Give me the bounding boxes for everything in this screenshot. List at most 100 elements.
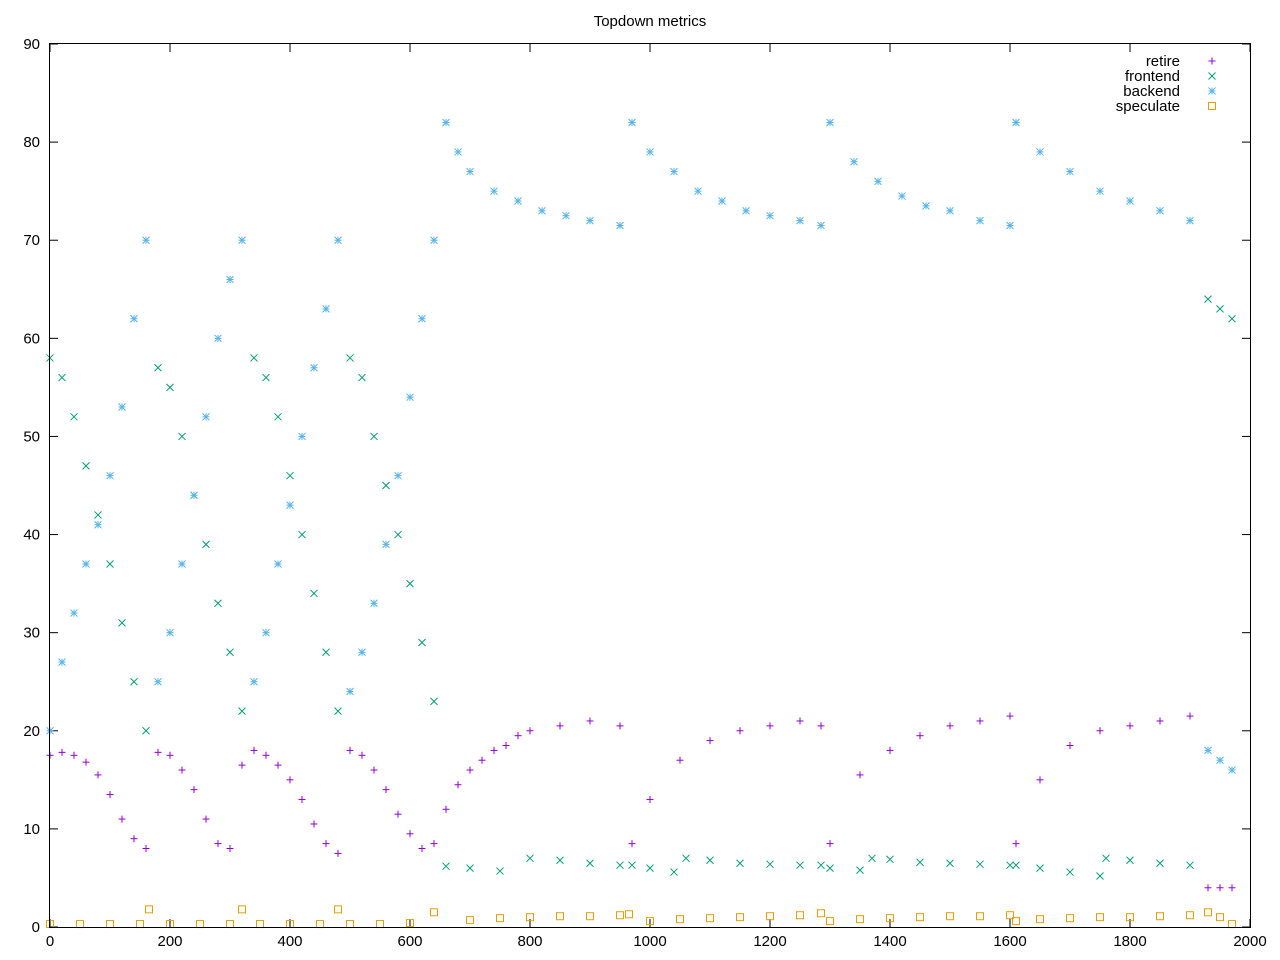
frontend-point (628, 861, 636, 870)
backend-point (58, 658, 66, 666)
backend-point (766, 211, 774, 220)
retire-point (70, 751, 78, 759)
frontend-point (1066, 868, 1074, 876)
frontend-point (166, 383, 174, 392)
backend-point (742, 206, 750, 215)
backend-point (274, 560, 282, 568)
backend-point (616, 221, 624, 230)
speculate-point (496, 914, 504, 923)
frontend-point (766, 860, 774, 869)
frontend-point (142, 726, 150, 735)
frontend-point (826, 864, 834, 872)
frontend-point (418, 638, 426, 647)
legend-label-frontend: frontend (1125, 68, 1180, 85)
speculate-point (856, 915, 864, 924)
frontend-point (82, 462, 90, 470)
frontend-point (496, 867, 504, 875)
x-tick-label: 800 (517, 933, 542, 950)
y-tick-label: 80 (23, 134, 40, 151)
backend-point (817, 221, 825, 230)
speculate-point (1012, 917, 1020, 926)
frontend-point (370, 432, 378, 441)
retire-point (1012, 840, 1020, 848)
backend-point (538, 206, 546, 215)
speculate-point (556, 912, 564, 921)
speculate-point (406, 919, 414, 928)
speculate-point (676, 915, 684, 924)
backend-point (118, 403, 126, 411)
backend-point (562, 211, 570, 220)
backend-point (190, 491, 198, 500)
backend-point (382, 540, 390, 549)
y-tick-label: 90 (23, 36, 40, 53)
backend-point (130, 314, 138, 323)
retire-point (1186, 712, 1194, 720)
backend-point (178, 560, 186, 568)
retire-point (358, 751, 366, 759)
frontend-point (976, 860, 984, 869)
retire-point (766, 722, 774, 730)
retire-point (322, 840, 330, 848)
retire-point (586, 717, 594, 725)
retire-point (142, 845, 150, 853)
backend-point (946, 206, 954, 215)
y-tick-label: 0 (32, 919, 40, 936)
speculate-point (1036, 915, 1044, 924)
backend-point (1012, 118, 1020, 127)
backend-point (1156, 206, 1164, 215)
speculate-point (976, 912, 984, 921)
retire-point (310, 820, 318, 828)
series-retire (46, 712, 1236, 892)
backend-point (358, 648, 366, 657)
speculate-point (916, 913, 924, 922)
speculate-point (526, 913, 534, 922)
backend-point (1228, 766, 1236, 774)
frontend-point (868, 854, 876, 863)
retire-point (886, 746, 894, 754)
speculate-point (625, 910, 633, 919)
frontend-point (466, 864, 474, 872)
legend-label-backend: backend (1123, 83, 1180, 100)
legend-marker-speculate (1208, 102, 1216, 110)
x-tick-label: 1200 (753, 933, 786, 950)
backend-point (298, 432, 306, 441)
retire-point (166, 751, 174, 759)
x-tick-label: 1400 (873, 933, 906, 950)
retire-point (334, 849, 342, 857)
frontend-point (646, 864, 654, 872)
retire-point (478, 756, 486, 764)
frontend-point (1036, 864, 1044, 872)
backend-point (406, 393, 414, 402)
speculate-point (1096, 913, 1104, 922)
y-tick-label: 60 (23, 330, 40, 347)
retire-point (394, 810, 402, 818)
backend-point (310, 363, 318, 372)
frontend-point (298, 530, 306, 539)
backend-point (346, 687, 354, 696)
speculate-point (238, 905, 246, 914)
backend-point (442, 118, 450, 127)
retire-point (1066, 741, 1074, 749)
y-tick-label: 70 (23, 232, 40, 249)
retire-point (202, 815, 210, 823)
retire-point (298, 795, 306, 803)
retire-point (1156, 717, 1164, 725)
retire-point (856, 771, 864, 779)
frontend-point (154, 363, 162, 372)
frontend-point (334, 707, 342, 716)
retire-point (130, 835, 138, 843)
retire-point (502, 741, 510, 749)
frontend-point (394, 530, 402, 539)
speculate-point (1066, 914, 1074, 923)
frontend-point (130, 677, 138, 686)
backend-point (1096, 187, 1104, 196)
frontend-point (250, 354, 258, 362)
speculate-point (826, 917, 834, 926)
speculate-point (1006, 911, 1014, 920)
backend-point (646, 148, 654, 156)
retire-point (1126, 722, 1134, 730)
speculate-point (1186, 911, 1194, 920)
chart-title: Topdown metrics (594, 13, 707, 30)
backend-point (1216, 756, 1224, 765)
